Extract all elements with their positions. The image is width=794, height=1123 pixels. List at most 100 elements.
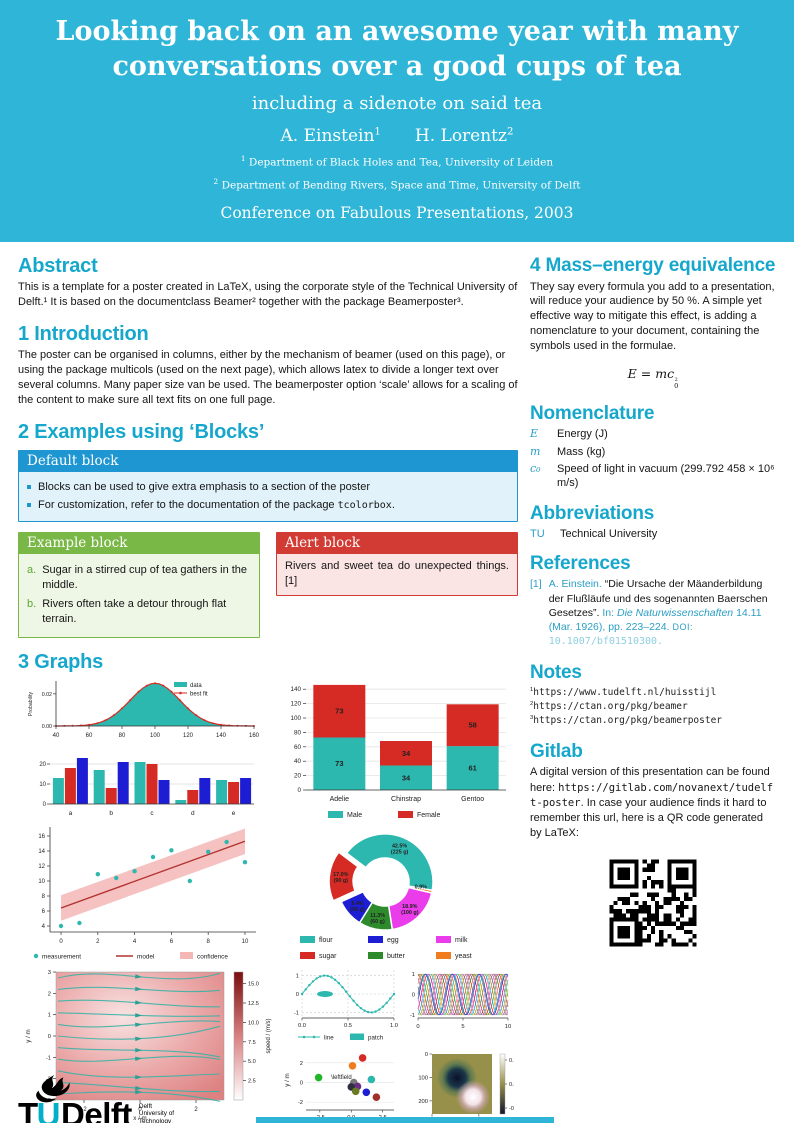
svg-text:17.0%: 17.0%: [333, 872, 348, 878]
svg-text:120: 120: [290, 700, 301, 707]
svg-text:Female: Female: [417, 812, 440, 819]
example-item-b: b. Rivers often take a detour through fl…: [27, 598, 227, 625]
svg-text:\leftfield: \leftfield: [331, 1075, 352, 1081]
logo-delft: Delft: [61, 1095, 132, 1123]
logo-tu: TU: [18, 1095, 61, 1123]
svg-text:0: 0: [59, 939, 63, 945]
svg-text:12.5: 12.5: [248, 1001, 259, 1007]
introduction-heading: 1 Introduction: [18, 322, 149, 345]
example-block: Example block a. Sugar in a stirred cup …: [18, 532, 260, 638]
note-3: 3https://ctan.org/pkg/beamerposter: [530, 714, 723, 727]
notes-heading: Notes: [530, 661, 582, 683]
note-2: 2https://ctan.org/pkg/beamer: [530, 701, 688, 713]
svg-text:e: e: [232, 810, 236, 817]
svg-text:Chinstrap: Chinstrap: [391, 796, 421, 803]
svg-text:20: 20: [294, 772, 302, 779]
svg-text:line: line: [324, 1034, 334, 1041]
svg-text:140: 140: [290, 686, 301, 693]
abbreviations-heading: Abbreviations: [530, 503, 655, 525]
svg-text:2.5: 2.5: [248, 1078, 256, 1084]
mass-energy-section: 4 Mass–energy equivalence They say every…: [530, 255, 776, 390]
svg-text:200: 200: [418, 1099, 428, 1105]
flame-icon: [36, 1074, 70, 1103]
default-block: Default block Blocks can be used to give…: [18, 449, 518, 523]
svg-text:8: 8: [207, 939, 211, 945]
svg-text:milk: milk: [455, 937, 468, 944]
svg-text:model: model: [137, 953, 154, 960]
references-heading: References: [530, 552, 631, 574]
bullet-icon: [27, 484, 31, 489]
svg-text:0.00: 0.00: [42, 724, 52, 730]
svg-text:Gentoo: Gentoo: [461, 796, 484, 803]
author-2: H. Lorentz2: [414, 126, 514, 147]
svg-text:2: 2: [96, 939, 100, 945]
svg-text:data: data: [190, 683, 202, 689]
left-column: Abstract This is a template for a poster…: [18, 242, 518, 1123]
example-item-a: a. Sugar in a stirred cup of tea gathers…: [27, 564, 248, 592]
note-url-3[interactable]: https://ctan.org/pkg/beamerposter: [533, 715, 723, 727]
abbreviations-section: Abbreviations TU Technical University: [530, 504, 776, 540]
blocks-section: 2 Examples using ‘Blocks’ Default block …: [18, 421, 518, 638]
penguins-stacked-bar-chart: 73 73 Adelie 34 34 Chinstrap 61 58 Gentoo 0 20 40 60…: [270, 676, 512, 826]
svg-text:Adelie: Adelie: [330, 796, 350, 803]
symbol-m: m: [530, 444, 541, 458]
svg-text:80: 80: [294, 729, 302, 736]
svg-text:100: 100: [418, 1075, 428, 1081]
notes-section: Notes 1https://www.tudelft.nl/huisstijl …: [530, 661, 776, 728]
svg-text:20: 20: [39, 762, 46, 768]
svg-text:2: 2: [194, 1107, 198, 1113]
svg-text:40: 40: [53, 733, 60, 739]
graphs-section: 3 Graphs 40 60 80 100 120 140 160 0.00 0.02 Proba…: [18, 651, 518, 1123]
symbol-c0: c₀: [530, 461, 541, 475]
svg-text:16: 16: [38, 834, 45, 840]
svg-text:58: 58: [468, 720, 476, 729]
svg-text:0: 0: [296, 992, 299, 998]
abbr-tu: TU: [530, 527, 545, 540]
svg-text:0.0: 0.0: [509, 1082, 514, 1088]
probability-distribution-chart: 40 60 80 100 120 140 160 0.00 0.02 Probability dat…: [24, 676, 259, 748]
note-url-1[interactable]: https://www.tudelft.nl/huisstijl: [533, 687, 717, 699]
introduction-text: The poster can be organised in columns, …: [18, 348, 518, 406]
svg-text:(100 g): (100 g): [401, 910, 419, 916]
alert-block-text: Rivers and sweet tea do unexpected thing…: [285, 560, 509, 588]
doi-link[interactable]: 10.1007/bf01510300.: [548, 636, 664, 648]
svg-text:40: 40: [294, 758, 302, 765]
svg-text:2: 2: [48, 991, 51, 997]
example-block-title: Example block: [19, 533, 259, 555]
svg-text:15.0: 15.0: [248, 981, 259, 987]
svg-text:10.0: 10.0: [248, 1020, 259, 1026]
mass-energy-text: They say every formula you add to a pres…: [530, 280, 775, 353]
gitlab-url[interactable]: https://gitlab.com/novanext/tudelft-post…: [530, 781, 774, 809]
svg-text:10: 10: [39, 782, 46, 788]
svg-text:(90 g): (90 g): [334, 878, 349, 884]
symbol-E: E: [530, 427, 539, 441]
nomenclature-section: Nomenclature E Energy (J) m Mass (kg) c₀…: [530, 402, 775, 490]
svg-text:best fit: best fit: [190, 691, 208, 697]
svg-text:6: 6: [170, 939, 174, 945]
gitlab-section: Gitlab A digital version of this present…: [530, 741, 776, 956]
svg-text:0.9%: 0.9%: [415, 884, 427, 890]
svg-text:(60 g): (60 g): [370, 919, 385, 925]
nomenclature-heading: Nomenclature: [530, 402, 655, 424]
svg-text:-1: -1: [410, 1013, 415, 1019]
svg-text:160: 160: [249, 733, 259, 739]
svg-text:10: 10: [505, 1024, 511, 1030]
svg-text:34: 34: [402, 773, 411, 782]
poster-subtitle: including a sidenote on said tea: [251, 93, 543, 115]
qr-code: [601, 851, 705, 956]
svg-text:2: 2: [300, 1061, 303, 1067]
default-block-item-1: Blocks can be used to give extra emphasi…: [27, 480, 509, 495]
authors-line: A. Einstein1 H. Lorentz2: [0, 126, 794, 146]
svg-text:73: 73: [335, 706, 343, 715]
svg-text:34: 34: [402, 749, 411, 758]
svg-text:80: 80: [119, 733, 126, 739]
dough-donut-chart: 42.5%(225 g)0.9%(5 g)18.9%(100 g)11.3%(6…: [270, 822, 500, 972]
svg-text:(50 g): (50 g): [350, 907, 365, 913]
svg-text:10: 10: [38, 879, 45, 885]
mass-energy-heading: 4 Mass–energy equivalence: [530, 255, 776, 276]
note-url-2[interactable]: https://ctan.org/pkg/beamer: [533, 701, 688, 713]
svg-text:73: 73: [335, 759, 343, 768]
svg-text:x / m: x / m: [133, 1115, 146, 1122]
